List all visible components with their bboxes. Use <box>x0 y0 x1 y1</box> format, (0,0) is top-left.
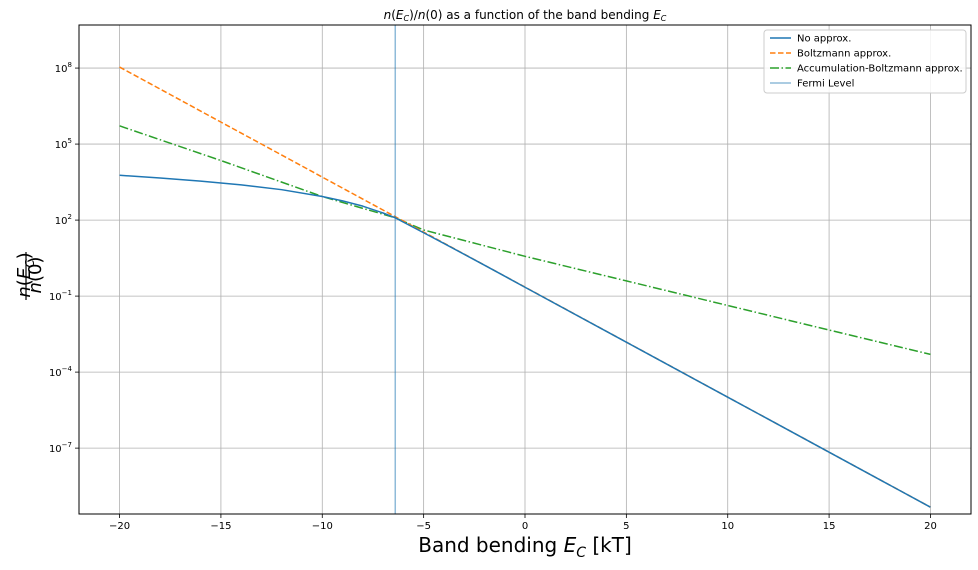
x-tick-label: −20 <box>109 521 130 532</box>
legend-box <box>763 29 967 94</box>
x-tick-label: −5 <box>416 521 431 532</box>
y-tick-label: 102 <box>55 213 72 227</box>
x-tick-label: 20 <box>924 521 937 532</box>
y-tick-label: 108 <box>55 61 72 75</box>
series-line-2 <box>119 125 931 356</box>
legend: No approx. Boltzmann approx. Accumulatio… <box>763 29 967 94</box>
x-tick-label: −10 <box>312 521 333 532</box>
legend-label-no-approx: No approx. <box>797 34 851 45</box>
legend-label-fermi: Fermi Level <box>797 79 854 90</box>
legend-label-boltzmann: Boltzmann approx. <box>797 49 891 60</box>
x-tick-label: 15 <box>823 521 836 532</box>
svg-text:n(EC): n(EC) <box>14 252 37 297</box>
y-tick-label: 10−1 <box>49 289 72 303</box>
x-tick-label: −15 <box>210 521 231 532</box>
x-tick-label: 10 <box>721 521 734 532</box>
x-tick-label: 5 <box>623 521 629 532</box>
series-layer <box>119 25 931 514</box>
x-tick-label: 0 <box>522 521 528 532</box>
x-axis-label: Band bending EC [kT] <box>418 533 632 561</box>
y-axis-label: n(EC) n(0) <box>14 252 46 300</box>
legend-label-accumulation: Accumulation-Boltzmann approx. <box>797 64 963 75</box>
svg-text:n(0): n(0) <box>25 257 46 294</box>
y-tick-label: 10−7 <box>49 441 72 455</box>
y-tick-label: 105 <box>55 137 72 151</box>
ticks: −20 −15 −10 −5 0 5 10 15 20 108 105 102 10−1 10−4 10−7 <box>49 61 937 532</box>
chart-title: n(EC)/n(0) as a function of the band ben… <box>384 8 667 23</box>
y-tick-label: 10−4 <box>49 365 73 379</box>
